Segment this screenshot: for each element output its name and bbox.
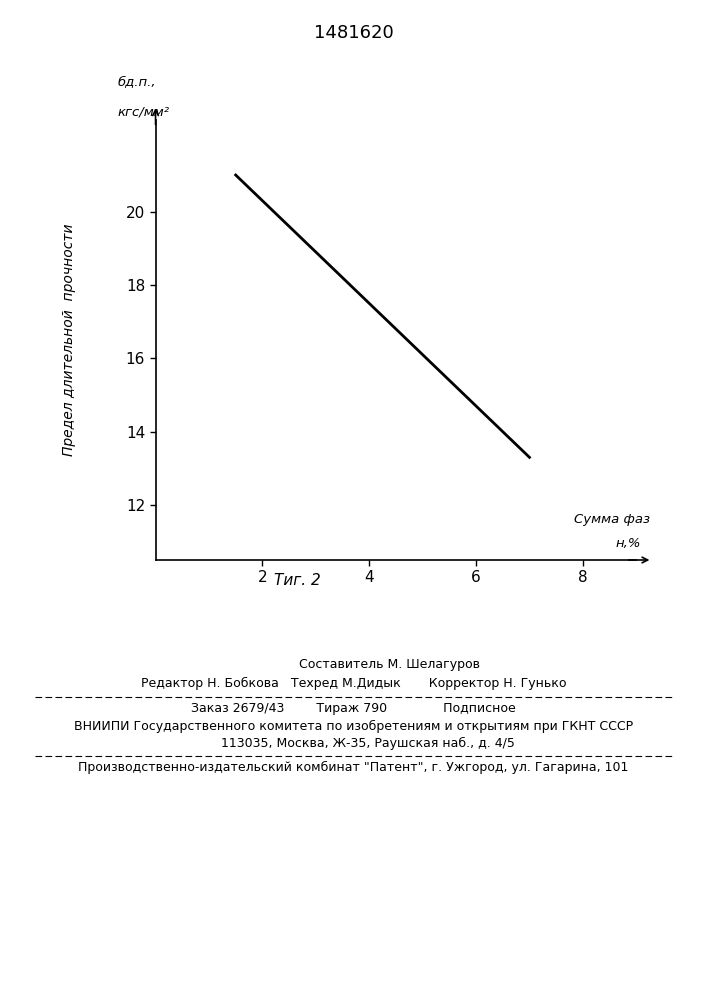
- Text: кгс/мм²: кгс/мм²: [117, 106, 169, 119]
- Text: Заказ 2679/43        Тираж 790              Подписное: Заказ 2679/43 Тираж 790 Подписное: [191, 702, 516, 715]
- Text: 113035, Москва, Ж-35, Раушская наб., д. 4/5: 113035, Москва, Ж-35, Раушская наб., д. …: [192, 737, 515, 750]
- Text: бд.п.,: бд.п.,: [117, 75, 156, 88]
- Text: Производственно-издательский комбинат "Патент", г. Ужгород, ул. Гагарина, 101: Производственно-издательский комбинат "П…: [78, 761, 629, 774]
- Text: Редактор Н. Бобкова   Техред М.Дидык       Корректор Н. Гунько: Редактор Н. Бобкова Техред М.Дидык Корре…: [141, 677, 566, 690]
- Text: Составитель М. Шелагуров: Составитель М. Шелагуров: [227, 658, 480, 671]
- Text: Предел длительной  прочности: Предел длительной прочности: [62, 224, 76, 456]
- Text: Сумма фаз: Сумма фаз: [574, 513, 650, 526]
- Text: Τиг. 2: Τиг. 2: [274, 573, 320, 588]
- Text: 1481620: 1481620: [314, 24, 393, 42]
- Text: ВНИИПИ Государственного комитета по изобретениям и открытиям при ГКНТ СССР: ВНИИПИ Государственного комитета по изоб…: [74, 720, 633, 733]
- Text: н,%: н,%: [616, 537, 641, 550]
